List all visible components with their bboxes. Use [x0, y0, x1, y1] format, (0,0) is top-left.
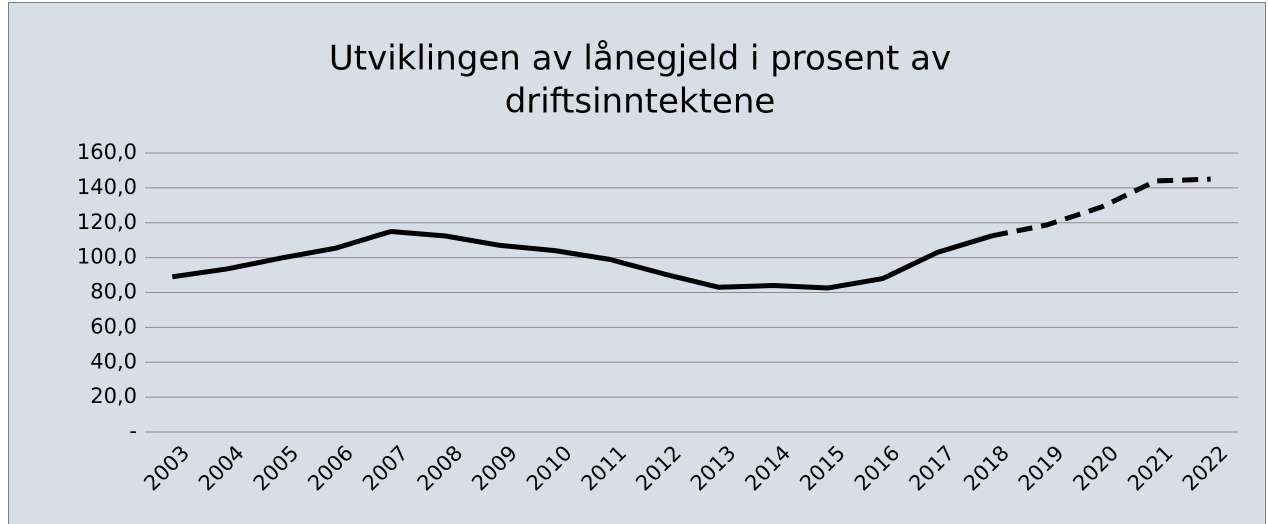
y-tick-label: 20,0 — [90, 384, 137, 408]
y-tick-label: 80,0 — [90, 280, 137, 304]
y-tick-label: 160,0 — [77, 140, 137, 164]
line-series — [171, 228, 993, 291]
y-tick-label: 100,0 — [77, 245, 137, 269]
line-series — [991, 176, 1211, 239]
chart-title: driftsinntektene — [505, 82, 776, 122]
y-tick-label: 140,0 — [77, 175, 137, 199]
chart-area — [8, 2, 1266, 524]
y-tick-label: 60,0 — [90, 314, 137, 338]
chart-title: Utviklingen av lånegjeld i prosent av — [329, 39, 951, 79]
y-tick-label: 120,0 — [77, 210, 137, 234]
y-tick-label: 40,0 — [90, 349, 137, 373]
y-tick-label: - — [129, 419, 137, 443]
